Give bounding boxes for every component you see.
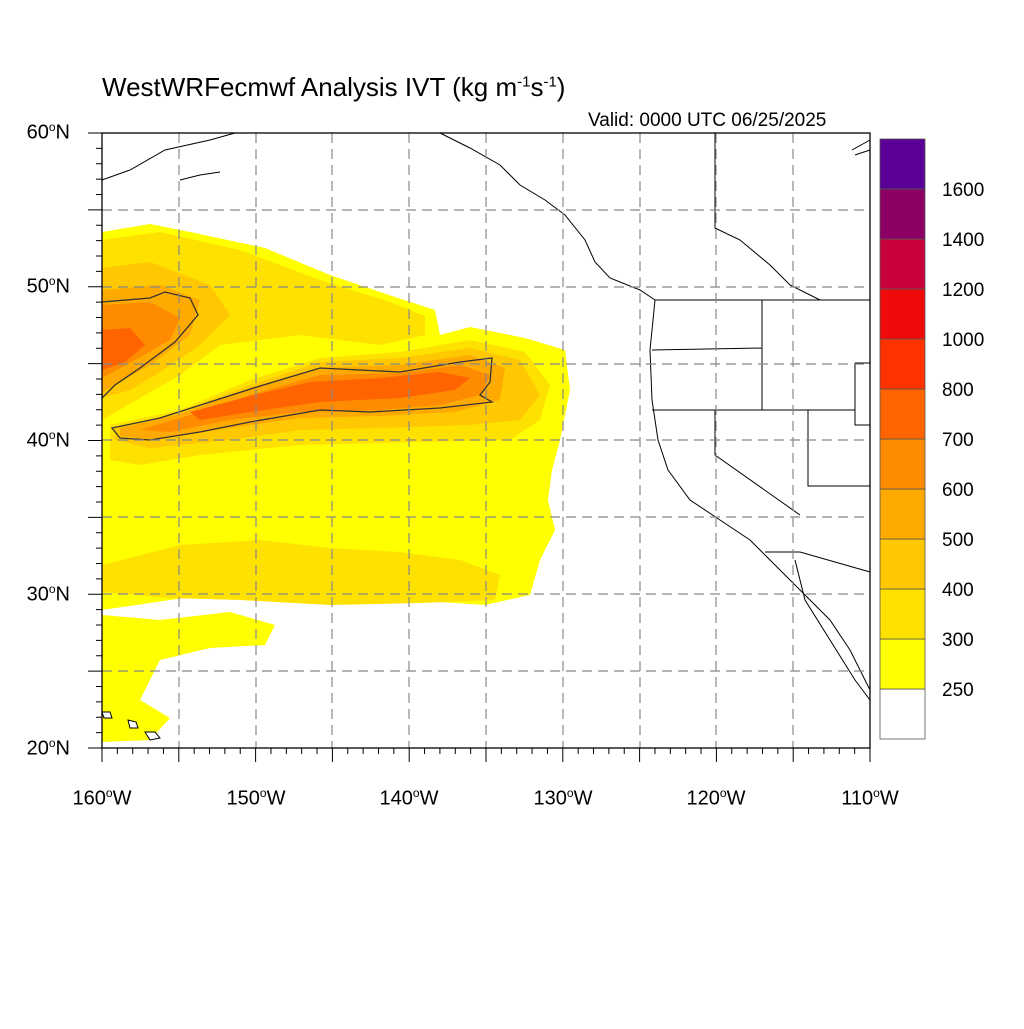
ivt-region-250-south [102, 612, 275, 742]
colorbar-swatch-9 [879, 238, 926, 290]
colorbar-label-1400: 1400 [942, 230, 985, 251]
colorbar-swatch-7 [879, 338, 926, 390]
colorbar-swatch-6 [879, 388, 926, 440]
colorbar-swatch-2 [879, 588, 926, 640]
title-unit-s: s [530, 72, 544, 102]
ivt-region-700-north [102, 328, 145, 370]
colorbar-label-250: 250 [942, 680, 974, 701]
title-close: ) [556, 72, 566, 102]
colorbar-label-700: 700 [942, 430, 974, 451]
ivt-region-700-band [190, 372, 470, 420]
colorbar-swatch-4 [879, 488, 926, 540]
colorbar-swatch-8 [879, 288, 926, 340]
valid-time: Valid: 0000 UTC 06/25/2025 [588, 110, 827, 131]
colorbar-label-400: 400 [942, 580, 974, 601]
lat-label-50: 50oN [26, 274, 70, 298]
title-exponent-2: -1 [543, 73, 557, 91]
colorbar-label-800: 800 [942, 380, 974, 401]
colorbar-swatch-1 [879, 638, 926, 690]
title-exponent-1: -1 [517, 73, 531, 91]
colorbar-label-1000: 1000 [942, 330, 985, 351]
map-frame [101, 132, 871, 749]
lat-label-40: 40oN [26, 428, 70, 452]
colorbar-swatch-10 [879, 188, 926, 240]
map-title: WestWRFecmwf Analysis IVT (kg m-1s-1) [102, 72, 565, 103]
lat-label-30: 30oN [26, 582, 70, 606]
colorbar-label-300: 300 [942, 630, 974, 651]
lon-label-160w: 160oW [72, 786, 132, 810]
border-mexico [765, 551, 871, 701]
lon-label-120w: 120oW [686, 786, 746, 810]
lon-label-150w: 150oW [226, 786, 286, 810]
lon-label-140w: 140oW [379, 786, 439, 810]
ivt-contour-north [101, 291, 199, 399]
lat-label-60: 60oN [26, 120, 70, 144]
colorbar-swatch-11 [879, 138, 926, 190]
ivt-contour-band [110, 357, 495, 441]
lon-label-130w: 130oW [533, 786, 593, 810]
coastline-hudson [851, 139, 871, 156]
colorbar-label-600: 600 [942, 480, 974, 501]
colorbar-swatch-0 [879, 688, 926, 740]
state-borders [651, 299, 870, 516]
ivt-region-300-south [102, 540, 500, 605]
colorbar-label-500: 500 [942, 530, 974, 551]
lat-label-20: 20oN [26, 736, 70, 760]
coastline-alaska [101, 132, 236, 181]
colorbar-swatch-3 [879, 538, 926, 590]
colorbar-label-1200: 1200 [942, 280, 985, 301]
hawaiian-islands [101, 711, 161, 741]
colorbar-swatch-5 [879, 438, 926, 490]
colorbar-label-1600: 1600 [942, 180, 985, 201]
title-text: WestWRFecmwf Analysis IVT (kg m [102, 72, 518, 102]
lon-label-110w: 110oW [841, 786, 899, 810]
